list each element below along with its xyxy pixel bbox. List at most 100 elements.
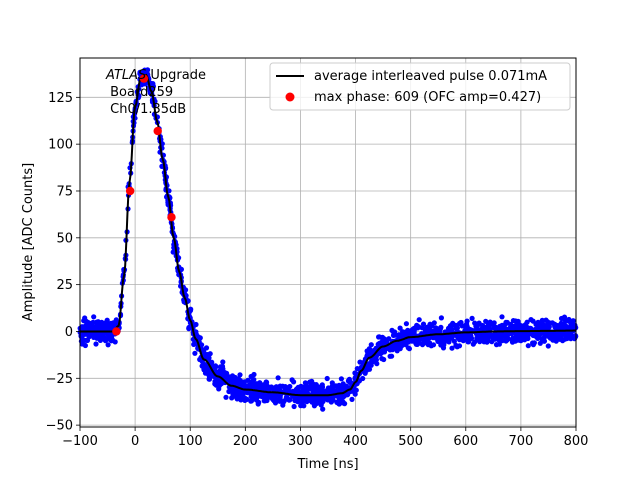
- raw-sample-point: [562, 317, 568, 324]
- average-pulse-series: [80, 73, 576, 397]
- raw-sample-point: [491, 320, 497, 326]
- raw-sample-point: [298, 403, 304, 409]
- raw-sample-point: [410, 337, 416, 343]
- raw-sample-point: [531, 340, 538, 346]
- raw-sample-point: [381, 349, 388, 355]
- max-phase-point: [167, 213, 176, 222]
- raw-sample-point: [397, 325, 403, 331]
- raw-sample-point: [262, 398, 268, 404]
- annotation-atlas: ATLAS: [105, 68, 146, 83]
- raw-sample-point: [262, 381, 268, 387]
- raw-sample-point: [82, 337, 88, 343]
- raw-sample-point: [280, 402, 286, 408]
- raw-sample-point: [422, 339, 428, 345]
- raw-sample-point: [408, 328, 414, 334]
- raw-sample-point: [449, 345, 455, 351]
- raw-sample-point: [248, 373, 254, 380]
- raw-sample-point: [503, 338, 509, 344]
- y-axis-title: Amplitude [ADC Counts]: [21, 163, 36, 321]
- raw-sample-point: [291, 403, 297, 410]
- raw-sample-point: [300, 384, 306, 390]
- raw-sample-point: [549, 331, 555, 337]
- raw-sample-point: [237, 372, 243, 378]
- raw-sample-point: [91, 314, 97, 320]
- raw-sample-point: [357, 359, 363, 365]
- raw-sample-point: [329, 383, 336, 389]
- raw-sample-point: [82, 315, 88, 321]
- raw-sample-point: [440, 339, 446, 345]
- raw-sample-point: [137, 69, 143, 75]
- x-tick-label: 700: [508, 434, 533, 449]
- raw-sample-point: [434, 326, 440, 332]
- raw-sample-point: [320, 406, 326, 412]
- raw-sample-point: [501, 326, 507, 332]
- raw-sample-point: [364, 348, 370, 354]
- raw-sample-point: [457, 320, 463, 327]
- raw-sample-point: [524, 319, 530, 325]
- raw-sample-point: [460, 338, 466, 344]
- raw-sample-point: [493, 324, 499, 330]
- raw-sample-point: [245, 383, 251, 389]
- raw-sample-point: [193, 321, 199, 328]
- raw-sample-point: [487, 319, 493, 325]
- x-tick-label: 400: [343, 434, 368, 449]
- raw-sample-point: [451, 338, 457, 344]
- raw-sample-point: [365, 363, 371, 369]
- raw-sample-point: [514, 331, 520, 337]
- raw-sample-point: [376, 334, 382, 340]
- raw-sample-point: [515, 318, 521, 324]
- average-pulse-line: [80, 73, 576, 397]
- legend-label-max-phase: max phase: 609 (OFC amp=0.427): [314, 90, 541, 105]
- svg-text:ATLAS Upgrade: ATLAS Upgrade: [105, 68, 206, 83]
- raw-sample-point: [446, 339, 452, 345]
- raw-sample-point: [403, 321, 409, 327]
- raw-sample-point: [492, 336, 498, 342]
- x-tick-label: 100: [178, 434, 203, 449]
- raw-sample-point: [416, 324, 422, 330]
- y-tick-label: −25: [46, 372, 73, 387]
- raw-sample-point: [285, 396, 291, 402]
- x-tick-label: 0: [131, 434, 139, 449]
- raw-sample-point: [223, 394, 229, 400]
- raw-sample-point: [528, 317, 534, 323]
- raw-sample-point: [328, 399, 334, 405]
- raw-sample-point: [368, 342, 374, 348]
- raw-sample-point: [510, 318, 516, 324]
- raw-sample-point: [206, 376, 212, 382]
- raw-sample-point: [499, 314, 505, 320]
- raw-sample-point: [391, 330, 397, 336]
- raw-sample-point: [438, 315, 444, 321]
- raw-sample-point: [557, 323, 564, 329]
- raw-sample-point: [113, 317, 119, 323]
- raw-sample-point: [281, 398, 287, 404]
- annotation: ATLAS Upgrade Board259 Ch0/1.35dB: [105, 68, 206, 117]
- raw-sample-point: [487, 333, 493, 339]
- raw-sample-point: [105, 342, 111, 348]
- raw-sample-point: [509, 339, 516, 345]
- raw-sample-point: [280, 383, 286, 389]
- raw-sample-point: [349, 396, 355, 402]
- raw-sample-point: [498, 336, 504, 342]
- raw-sample-point: [466, 339, 472, 345]
- raw-sample-point: [269, 396, 276, 402]
- raw-sample-point: [262, 393, 268, 399]
- raw-sample-point: [450, 320, 456, 326]
- x-tick-label: 300: [288, 434, 313, 449]
- raw-sample-point: [207, 351, 213, 357]
- raw-sample-point: [495, 331, 501, 337]
- raw-sample-point: [393, 344, 399, 350]
- raw-sample-point: [539, 317, 545, 323]
- raw-sample-point: [405, 345, 411, 351]
- raw-sample-point: [324, 375, 330, 382]
- raw-sample-point: [416, 317, 422, 323]
- raw-sample-point: [414, 341, 420, 347]
- raw-sample-point: [379, 356, 385, 362]
- raw-sample-point: [336, 401, 342, 407]
- raw-sample-point: [99, 335, 105, 342]
- raw-sample-point: [464, 321, 470, 327]
- raw-sample-point: [192, 350, 198, 356]
- raw-sample-point: [292, 398, 298, 404]
- raw-sample-point: [229, 395, 235, 401]
- raw-sample-point: [535, 319, 541, 325]
- raw-sample-point: [360, 375, 366, 382]
